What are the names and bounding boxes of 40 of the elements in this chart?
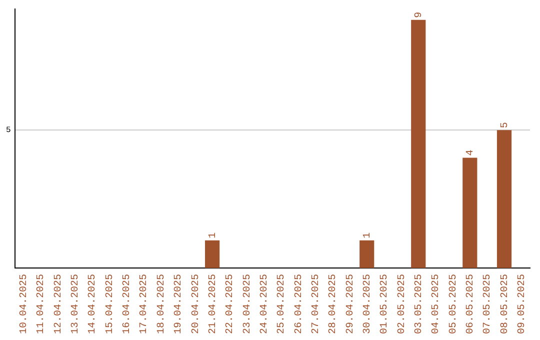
x-tick-label: 10.04.2025 <box>19 274 30 334</box>
x-tick-label: 21.04.2025 <box>208 274 219 334</box>
x-tick-label: 23.04.2025 <box>242 274 254 334</box>
data-label: 1 <box>208 232 219 238</box>
x-tick-label: 16.04.2025 <box>122 274 134 334</box>
x-tick-label: 27.04.2025 <box>310 274 322 334</box>
x-tick-label: 28.04.2025 <box>328 274 340 334</box>
x-tick-label: 09.05.2025 <box>517 274 528 334</box>
bar <box>462 158 478 268</box>
x-tick-label: 01.05.2025 <box>380 274 391 334</box>
x-tick-label: 30.04.2025 <box>362 274 374 334</box>
x-tick-label: 05.05.2025 <box>448 274 460 334</box>
data-label: 1 <box>362 232 374 238</box>
x-tick-label: 17.04.2025 <box>139 274 150 334</box>
x-tick-label: 18.04.2025 <box>156 274 168 334</box>
x-tick-label: 07.05.2025 <box>482 274 494 334</box>
x-tick-label: 08.05.2025 <box>500 274 511 334</box>
x-tick-label: 11.04.2025 <box>36 274 48 334</box>
bar <box>204 240 220 268</box>
x-tick-label: 03.05.2025 <box>414 274 426 334</box>
x-tick-label: 19.04.2025 <box>174 274 185 334</box>
x-tick-label: 24.04.2025 <box>259 274 270 334</box>
data-label: 9 <box>414 12 426 18</box>
x-tick-label: 04.05.2025 <box>431 274 442 334</box>
x-tick-label: 20.04.2025 <box>190 274 202 334</box>
data-label: 5 <box>500 122 511 128</box>
data-label: 4 <box>466 150 477 156</box>
x-tick-label: 02.05.2025 <box>396 274 408 334</box>
x-tick-label: 14.04.2025 <box>88 274 99 334</box>
x-tick-label: 13.04.2025 <box>70 274 82 334</box>
x-tick-label: 12.04.2025 <box>53 274 64 334</box>
x-tick-label: 26.04.2025 <box>294 274 305 334</box>
bar <box>411 20 426 268</box>
x-tick-label: 22.04.2025 <box>225 274 236 334</box>
x-tick-label: 29.04.2025 <box>345 274 356 334</box>
bar <box>360 240 374 268</box>
x-tick-label: 06.05.2025 <box>466 274 477 334</box>
x-tick-label: 25.04.2025 <box>276 274 288 334</box>
x-tick-label: 15.04.2025 <box>104 274 116 334</box>
bar <box>496 130 512 268</box>
